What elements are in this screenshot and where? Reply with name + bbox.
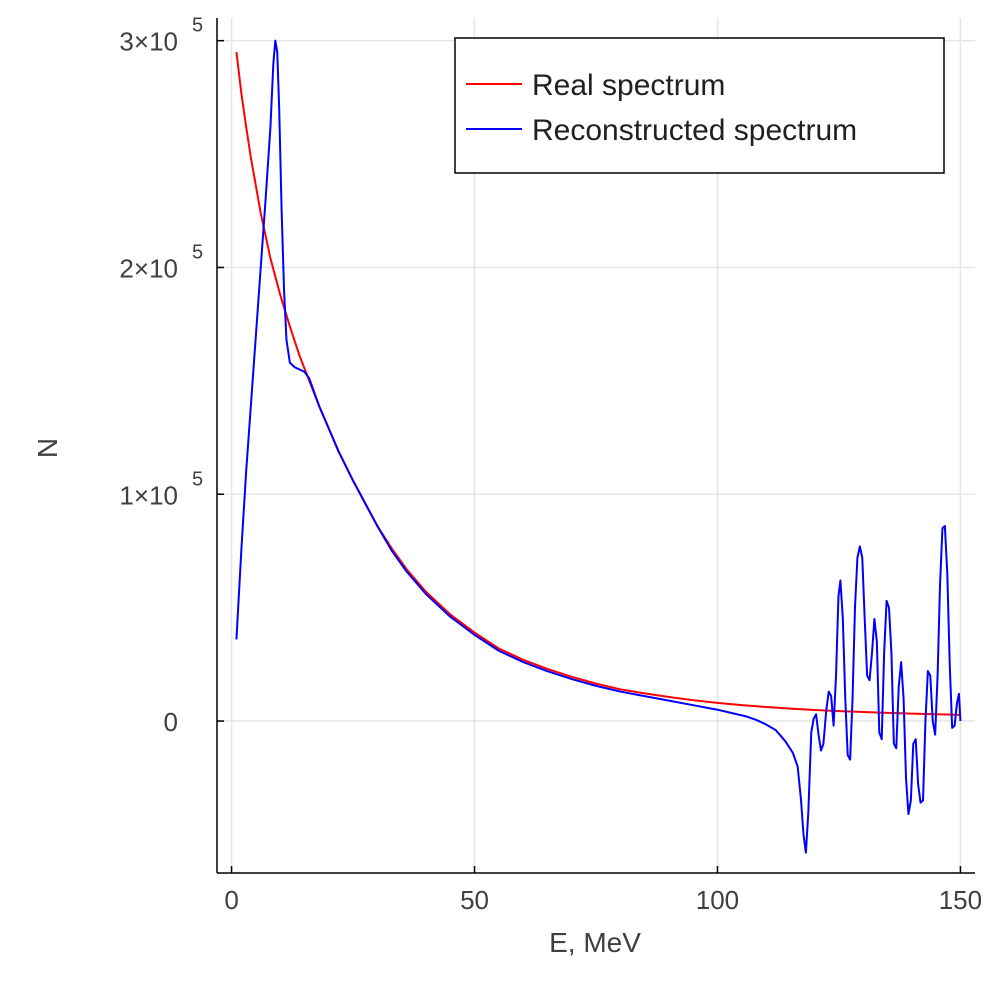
- y-tick-label: 2×10: [119, 253, 178, 283]
- legend-label-real: Real spectrum: [532, 69, 725, 102]
- series-line-reconstructed: [235, 39, 962, 854]
- x-tick-label: 150: [939, 885, 982, 915]
- series-lines: [235, 39, 962, 854]
- y-axis-title: N: [32, 438, 63, 458]
- x-tick-label: 50: [460, 885, 489, 915]
- legend-label-reconstructed: Reconstructed spectrum: [532, 114, 857, 147]
- y-tick-exponent: 5: [192, 241, 203, 263]
- x-tick-label: 100: [696, 885, 739, 915]
- legend: Real spectrum Reconstructed spectrum: [454, 37, 945, 174]
- x-tick-label: 0: [224, 885, 238, 915]
- y-tick-exponent: 5: [192, 15, 203, 37]
- y-tick-label: 0: [164, 707, 178, 737]
- tick-labels: 0 50 100 150 0 1×10 5 2×10 5 3×10 5: [119, 15, 982, 915]
- legend-box: [454, 37, 945, 174]
- tick-marks: [217, 39, 962, 873]
- y-tick-label: 1×10: [119, 480, 178, 510]
- y-tick-label: 3×10: [119, 27, 178, 57]
- y-tick-exponent: 5: [192, 468, 203, 490]
- series-line-real: [235, 51, 961, 716]
- axes: [216, 18, 975, 874]
- x-axis-title: E, MeV: [549, 927, 641, 958]
